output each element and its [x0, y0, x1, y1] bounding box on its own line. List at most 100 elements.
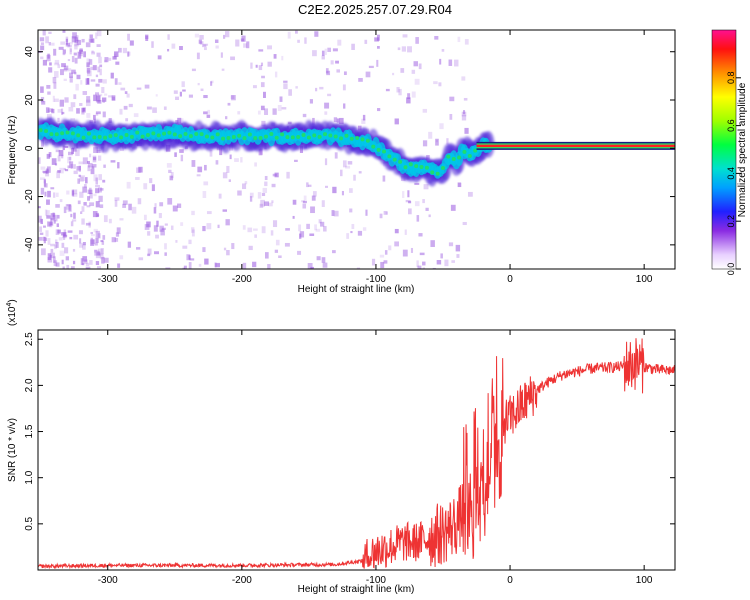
noise-speck: [170, 172, 174, 179]
noise-speck: [83, 51, 87, 58]
noise-speck: [53, 48, 57, 56]
noise-speck: [315, 228, 321, 232]
noise-speck: [96, 52, 101, 57]
noise-speck: [364, 39, 368, 44]
noise-speck: [93, 249, 99, 253]
ridge-peak: [473, 148, 478, 153]
ridge-peak: [145, 133, 150, 138]
noise-speck: [97, 214, 100, 217]
noise-speck: [257, 192, 262, 199]
noise-speck: [46, 113, 52, 120]
noise-speck: [125, 118, 129, 122]
noise-speck: [63, 234, 68, 237]
noise-speck: [350, 231, 353, 234]
snr-plot-area: [38, 330, 675, 570]
noise-speck: [97, 233, 101, 239]
x-tick-label: -100: [366, 274, 386, 285]
noise-speck: [325, 68, 329, 74]
noise-speck: [47, 221, 52, 227]
ridge-peak: [210, 135, 215, 140]
noise-speck: [171, 43, 176, 49]
noise-speck: [461, 115, 467, 121]
noise-speck: [402, 249, 408, 257]
noise-speck: [242, 225, 246, 230]
snr-multiplier-label: (x104): [6, 299, 18, 326]
noise-speck: [299, 231, 305, 238]
noise-speck: [237, 111, 241, 115]
noise-speck: [68, 107, 74, 112]
noise-speck: [127, 51, 131, 56]
noise-speck: [82, 186, 87, 193]
noise-speck: [154, 203, 157, 208]
noise-speck: [59, 250, 65, 256]
noise-speck: [69, 49, 72, 52]
noise-speck: [210, 80, 214, 84]
noise-speck: [70, 118, 75, 121]
noise-speck: [41, 101, 46, 105]
noise-speck: [50, 213, 56, 220]
noise-speck: [215, 262, 220, 267]
noise-speck: [301, 200, 305, 203]
noise-speck: [86, 62, 90, 68]
noise-speck: [110, 72, 114, 79]
ridge-peak: [124, 132, 129, 137]
noise-speck: [260, 105, 265, 111]
noise-speck: [448, 242, 454, 247]
noise-speck: [274, 249, 279, 253]
noise-speck: [76, 39, 82, 45]
noise-speck: [63, 78, 67, 81]
noise-speck: [204, 258, 209, 265]
noise-speck: [57, 229, 61, 234]
noise-speck: [439, 58, 442, 65]
noise-speck: [210, 81, 213, 86]
noise-speck: [144, 84, 150, 89]
noise-speck: [85, 177, 88, 184]
y-tick-label: 0: [24, 145, 35, 151]
noise-speck: [114, 51, 119, 58]
noise-speck: [413, 61, 419, 67]
ridge-peak: [247, 132, 252, 137]
noise-speck: [362, 227, 367, 231]
noise-speck: [98, 56, 102, 64]
ridge-peak: [419, 164, 424, 169]
noise-speck: [61, 154, 64, 159]
noise-speck: [39, 226, 43, 232]
noise-speck: [306, 223, 310, 230]
ridge-peak: [398, 159, 403, 164]
noise-speck: [43, 171, 47, 174]
noise-speck: [182, 89, 186, 92]
noise-speck: [97, 66, 100, 73]
noise-speck: [173, 90, 178, 94]
noise-speck: [70, 213, 73, 218]
noise-speck: [114, 199, 118, 207]
noise-speck: [182, 267, 185, 269]
noise-speck: [79, 49, 83, 52]
ridge-peak: [242, 136, 247, 141]
noise-speck: [318, 219, 322, 224]
ridge-peak: [97, 134, 102, 139]
noise-speck: [61, 111, 65, 115]
ridge-peak: [258, 135, 263, 140]
noise-speck: [138, 257, 144, 261]
noise-speck: [116, 227, 121, 234]
noise-speck: [81, 108, 85, 113]
noise-speck: [103, 164, 106, 168]
noise-speck: [204, 164, 207, 171]
ridge-peak: [365, 138, 370, 143]
noise-speck: [444, 259, 449, 267]
noise-speck: [186, 254, 191, 261]
noise-speck: [247, 227, 253, 233]
noise-speck: [90, 79, 96, 82]
noise-speck: [199, 34, 204, 40]
noise-speck: [93, 118, 96, 124]
noise-speck: [312, 191, 317, 197]
noise-speck: [368, 65, 374, 69]
noise-speck: [146, 221, 151, 228]
noise-speck: [85, 262, 90, 267]
noise-speck: [324, 48, 327, 55]
noise-speck: [273, 54, 277, 59]
noise-speck: [149, 178, 153, 184]
noise-speck: [118, 47, 122, 53]
ridge-peak: [199, 132, 204, 137]
noise-speck: [209, 149, 213, 157]
